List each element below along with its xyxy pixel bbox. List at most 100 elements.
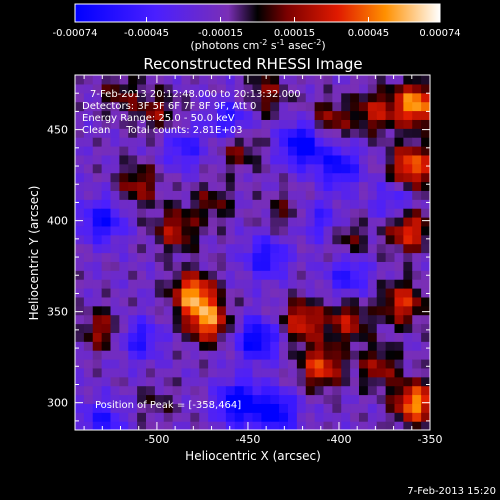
heatmap-cell (341, 217, 351, 227)
heatmap-cell (421, 288, 430, 298)
heatmap-cell (137, 190, 147, 200)
heatmap-cell (154, 323, 165, 333)
heatmap-cell (163, 385, 174, 396)
heatmap-cell (190, 92, 200, 103)
heatmap-cell (217, 172, 227, 183)
heatmap-cell (350, 217, 360, 227)
heatmap-cell (359, 403, 369, 413)
heatmap-cell (252, 341, 262, 351)
heatmap-cell (154, 172, 165, 183)
heatmap-cell (341, 234, 351, 245)
heatmap-cell (261, 403, 271, 413)
heatmap-cell (403, 288, 413, 298)
heatmap-cell (341, 385, 351, 396)
heatmap-cell (101, 208, 112, 218)
heatmap-cell (323, 261, 333, 271)
heatmap-cell (279, 350, 289, 360)
heatmap-cell (163, 341, 174, 351)
heatmap-cell (270, 234, 280, 245)
heatmap-cell (208, 270, 218, 280)
heatmap-cell (305, 83, 316, 94)
heatmap-cell (323, 110, 333, 120)
heatmap-cell (128, 270, 138, 280)
heatmap-cell (341, 154, 351, 165)
heatmap-cell (296, 376, 307, 387)
heatmap-cell (421, 403, 430, 413)
heatmap-cell (146, 110, 156, 120)
heatmap-cell (225, 154, 236, 165)
heatmap-cell (217, 367, 227, 378)
heatmap-cell (323, 163, 333, 174)
heatmap-cell (119, 296, 129, 307)
heatmap-cell (270, 92, 280, 103)
heatmap-cell (359, 314, 369, 325)
heatmap-cell (376, 181, 387, 191)
heatmap-cell (154, 119, 165, 129)
heatmap-cell (92, 270, 103, 280)
heatmap-cell (234, 190, 245, 200)
heatmap-cell (243, 181, 254, 191)
heatmap-cell (270, 119, 280, 129)
heatmap-cell (270, 296, 280, 307)
heatmap-cell (385, 154, 396, 165)
heatmap-cell (296, 190, 307, 200)
heatmap-cell (199, 288, 209, 298)
heatmap-cell (146, 101, 156, 112)
heatmap-cell (101, 146, 112, 156)
heatmap-cell (350, 261, 360, 271)
heatmap-cell (261, 199, 271, 209)
heatmap-cell (181, 75, 191, 85)
heatmap-cell (314, 190, 325, 200)
heatmap-cell (208, 163, 218, 174)
heatmap-cell (359, 172, 369, 183)
heatmap-cell (83, 332, 94, 342)
heatmap-cell (412, 359, 422, 369)
heatmap-cell (110, 163, 120, 174)
heatmap-cell (234, 75, 245, 85)
heatmap-cell (75, 412, 85, 422)
heatmap-cell (75, 154, 85, 165)
heatmap-cell (261, 137, 271, 147)
heatmap-cell (314, 305, 325, 316)
heatmap-cell (110, 261, 120, 271)
heatmap-cell (92, 110, 103, 120)
heatmap-cell (403, 234, 413, 245)
heatmap-cell (296, 137, 307, 147)
heatmap-cell (208, 234, 218, 245)
heatmap-cell (359, 367, 369, 378)
heatmap-cell (190, 225, 200, 236)
heatmap-cell (128, 83, 138, 94)
heatmap-cell (341, 172, 351, 183)
heatmap-cell (137, 234, 147, 245)
heatmap-cell (252, 252, 262, 262)
heatmap-cell (279, 412, 289, 422)
heatmap-cell (305, 101, 316, 112)
heatmap-cell (110, 288, 120, 298)
heatmap-cell (146, 367, 156, 378)
heatmap-cell (137, 279, 147, 289)
heatmap-cell (101, 163, 112, 174)
heatmap-cell (75, 110, 85, 120)
heatmap-cell (394, 403, 404, 413)
heatmap-cell (332, 279, 342, 289)
heatmap-cell (208, 288, 218, 298)
heatmap-cell (217, 137, 227, 147)
heatmap-cell (137, 92, 147, 103)
heatmap-cell (101, 305, 112, 316)
heatmap-cell (119, 110, 129, 120)
heatmap-cell (323, 421, 333, 430)
heatmap-cell (137, 252, 147, 262)
heatmap-cell (154, 332, 165, 342)
heatmap-cell (101, 181, 112, 191)
heatmap-cell (412, 385, 422, 396)
heatmap-cell (341, 403, 351, 413)
heatmap-cell (110, 208, 120, 218)
heatmap-cell (137, 367, 147, 378)
heatmap-cell (234, 403, 245, 413)
heatmap-cell (146, 225, 156, 236)
heatmap-cell (217, 323, 227, 333)
heatmap-cell (199, 332, 209, 342)
heatmap-cell (154, 75, 165, 85)
heatmap-cell (367, 261, 378, 271)
heatmap-cell (137, 75, 147, 85)
